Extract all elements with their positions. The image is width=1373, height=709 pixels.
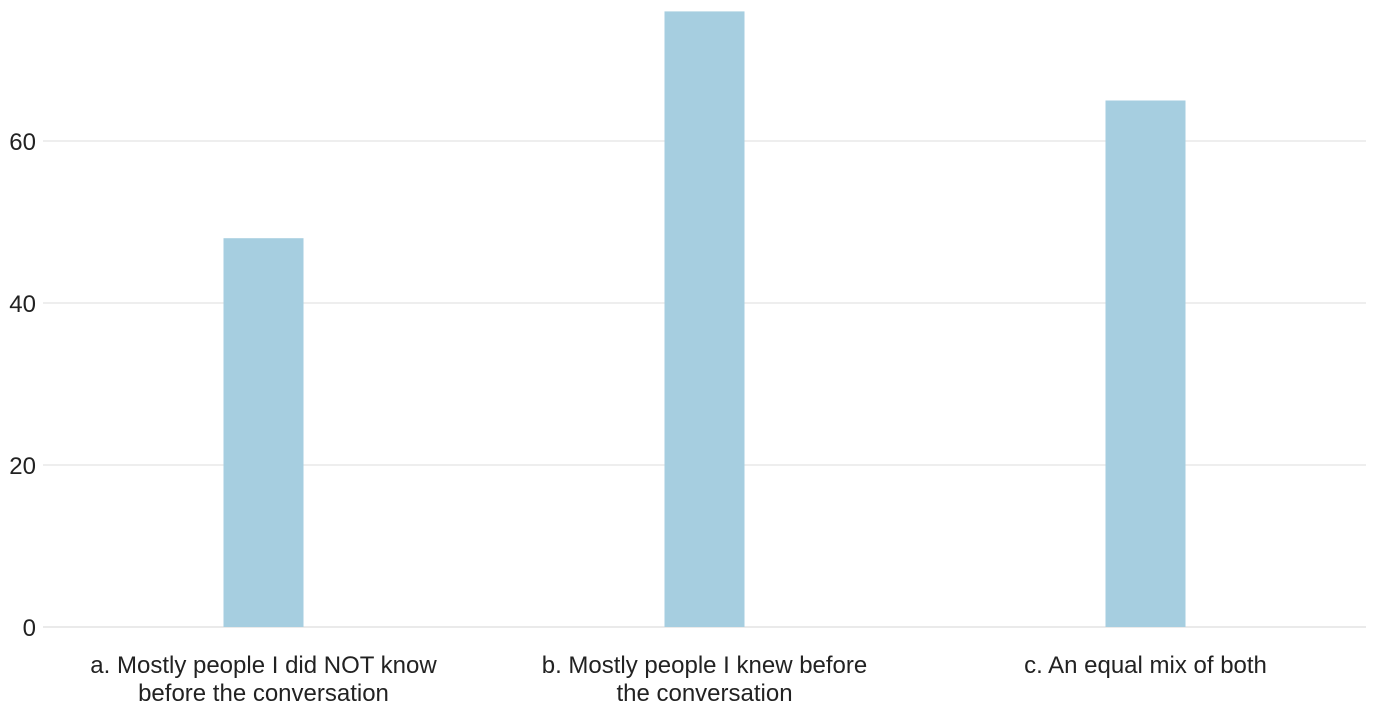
x-category-label-line: a. Mostly people I did NOT know xyxy=(90,652,437,679)
y-tick-label-60: 60 xyxy=(9,129,36,156)
y-axis-ticks: 0 20 40 60 xyxy=(9,129,36,642)
x-category-label-0: a. Mostly people I did NOT know before th… xyxy=(90,652,437,707)
bar-1 xyxy=(664,11,745,627)
x-category-label-line: before the conversation xyxy=(138,680,389,707)
x-category-label-line: c. An equal mix of both xyxy=(1024,652,1267,679)
x-category-label-2: c. An equal mix of both xyxy=(1024,652,1267,679)
bars xyxy=(223,11,1186,627)
bar-2 xyxy=(1105,100,1186,627)
x-category-label-1: b. Mostly people I knew before the conver… xyxy=(542,652,868,707)
x-category-label-line: b. Mostly people I knew before xyxy=(542,652,868,679)
bar-0 xyxy=(223,238,304,627)
y-tick-label-0: 0 xyxy=(23,615,36,642)
x-axis-labels: a. Mostly people I did NOT know before th… xyxy=(90,652,1267,707)
y-tick-label-40: 40 xyxy=(9,291,36,318)
x-category-label-line: the conversation xyxy=(616,680,792,707)
y-tick-label-20: 20 xyxy=(9,453,36,480)
